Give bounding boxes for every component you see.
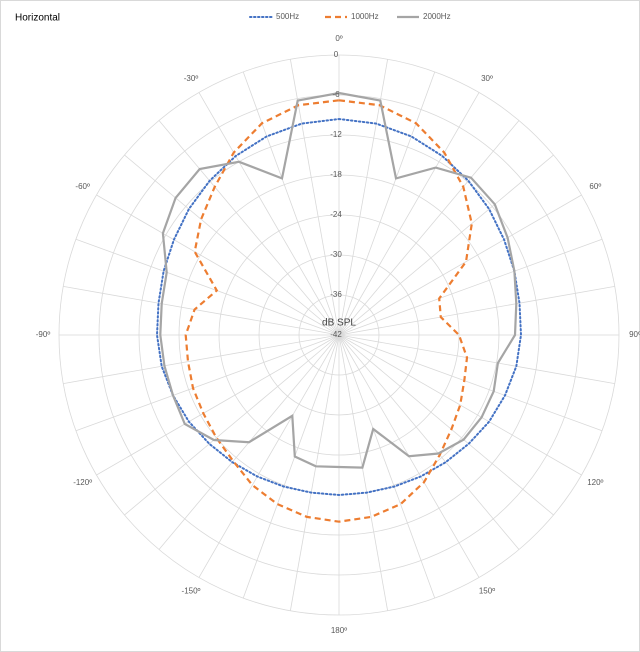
angle-tick-label: -90º xyxy=(36,330,51,339)
grid xyxy=(58,54,620,616)
spoke xyxy=(338,92,480,336)
angle-tick-label: -60º xyxy=(75,182,90,191)
chart-title: Horizontal xyxy=(15,13,60,24)
radial-tick-label: -36 xyxy=(330,290,342,299)
legend-label: 500Hz xyxy=(276,12,299,21)
spoke xyxy=(338,334,436,599)
spoke xyxy=(75,238,340,336)
spoke xyxy=(63,334,340,385)
angle-tick-label: 30º xyxy=(481,74,493,83)
angle-tick-label: 120º xyxy=(587,478,603,487)
radial-tick-label: -6 xyxy=(332,90,340,99)
radial-axis-label: dB SPL xyxy=(322,318,356,329)
angle-tick-label: 90º xyxy=(629,330,640,339)
angle-tick-label: -30º xyxy=(184,74,199,83)
legend-label: 1000Hz xyxy=(351,12,379,21)
radial-tick-label: 0 xyxy=(334,50,339,59)
series-line xyxy=(159,91,518,469)
angle-tick-label: 0º xyxy=(335,34,342,43)
spoke xyxy=(338,334,603,432)
spoke xyxy=(124,334,340,516)
ring xyxy=(138,134,540,536)
spoke xyxy=(63,285,340,336)
angle-tick-label: -150º xyxy=(182,586,201,595)
ring xyxy=(58,54,620,616)
spoke xyxy=(96,334,340,476)
spoke xyxy=(338,194,582,336)
spoke xyxy=(198,334,340,578)
spoke xyxy=(338,154,554,336)
spoke xyxy=(242,334,340,599)
spoke xyxy=(338,334,582,476)
spoke xyxy=(338,334,554,516)
angle-tick-label: 180º xyxy=(331,626,347,635)
labels: -42 -36 -30 -24 -18 -12 -6 0 0º 30º 60º 90º 120º 150º… xyxy=(36,34,640,635)
series-line xyxy=(155,117,523,497)
spoke xyxy=(158,120,340,336)
spoke xyxy=(338,120,520,336)
spoke xyxy=(96,194,340,336)
radial-tick-label: -30 xyxy=(330,250,342,259)
radial-tick-label: -18 xyxy=(330,170,342,179)
series-line xyxy=(184,99,473,523)
spoke xyxy=(338,285,615,336)
radial-tick-label: -12 xyxy=(330,130,342,139)
spoke xyxy=(338,71,436,336)
ring xyxy=(298,294,380,376)
angle-tick-label: 60º xyxy=(589,182,601,191)
spoke xyxy=(124,154,340,336)
angle-tick-label: -120º xyxy=(73,478,92,487)
spoke xyxy=(338,238,603,336)
spoke xyxy=(289,334,340,611)
spoke xyxy=(242,71,340,336)
ring xyxy=(218,214,460,456)
legend-label: 2000Hz xyxy=(423,12,451,21)
ring xyxy=(258,254,420,416)
ring xyxy=(98,94,580,576)
radial-tick-label: -24 xyxy=(330,210,342,219)
plot xyxy=(155,91,523,523)
spoke xyxy=(198,92,340,336)
spoke xyxy=(338,334,389,611)
angle-tick-label: 150º xyxy=(479,586,495,595)
spoke xyxy=(338,334,520,550)
radial-tick-label: -42 xyxy=(330,330,342,339)
spoke xyxy=(338,334,615,385)
spoke xyxy=(75,334,340,432)
